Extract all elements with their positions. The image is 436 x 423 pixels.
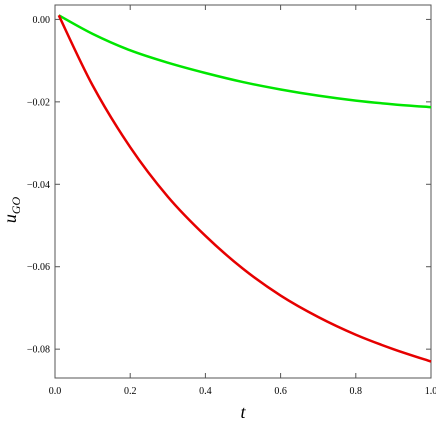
x-tick-label: 0.0 — [49, 386, 62, 397]
y-tick-label: −0.04 — [27, 180, 50, 191]
y-axis-label-main: u — [0, 214, 20, 223]
x-tick-label: 1.0 — [425, 386, 436, 397]
x-axis-label: t — [240, 402, 246, 422]
y-tick-label: 0.00 — [33, 15, 51, 26]
series-line-1 — [57, 14, 432, 363]
ticks-group: 0.0 0.2 0.4 0.6 0.8 1.0 0.00 −0.02 −0.04 −0.06 −0.… — [27, 5, 436, 397]
x-tick-label: 0.6 — [274, 386, 287, 397]
y-axis-label-subscript: GO — [9, 197, 23, 215]
y-tick-label: −0.06 — [27, 262, 50, 273]
x-tick-label: 0.8 — [350, 386, 363, 397]
series-group — [57, 14, 432, 363]
x-tick-label: 0.2 — [124, 386, 137, 397]
y-axis-label: uGO — [0, 197, 23, 224]
plot-frame — [54, 4, 432, 379]
y-tick-label: −0.02 — [27, 97, 50, 108]
series-line-0 — [58, 14, 432, 109]
x-tick-label: 0.4 — [199, 386, 212, 397]
y-tick-label: −0.08 — [27, 345, 50, 356]
